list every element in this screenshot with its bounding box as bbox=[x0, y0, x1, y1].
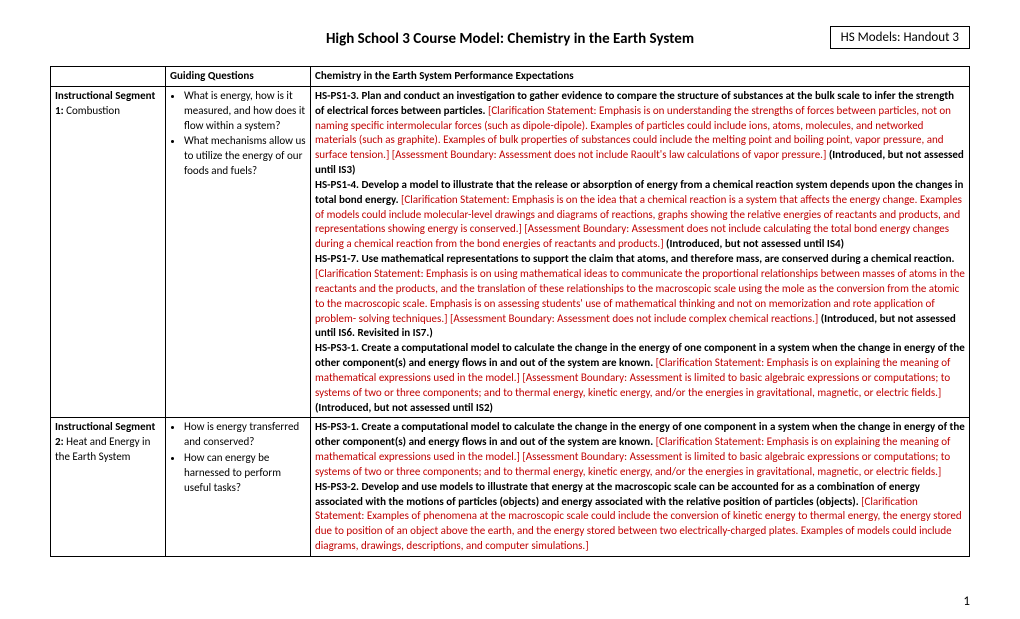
table-row: Instructional Segment 1: Combustion What… bbox=[51, 86, 970, 418]
segment-2-questions: How is energy transferred and conserved?… bbox=[166, 418, 311, 557]
handout-label: HS Models: Handout 3 bbox=[830, 26, 970, 49]
segment-2-expectations: HS-PS3-1. Create a computational model t… bbox=[311, 418, 970, 557]
segment-1-rest: Combustion bbox=[64, 104, 120, 117]
pe-note: (Introduced, but not assessed until IS4) bbox=[664, 237, 844, 250]
table-row: Instructional Segment 2: Heat and Energy… bbox=[51, 418, 970, 557]
list-item: How is energy transferred and conserved? bbox=[184, 420, 306, 450]
segment-1-questions: What is energy, how is it measured, and … bbox=[166, 86, 311, 418]
page-number: 1 bbox=[963, 594, 970, 609]
pe-text: HS-PS1-7. Use mathematical representatio… bbox=[315, 252, 954, 265]
header-col2: Guiding Questions bbox=[166, 67, 311, 87]
list-item: What mechanisms allow us to utilize the … bbox=[184, 134, 306, 179]
segment-1-expectations: HS-PS1-3. Plan and conduct an investigat… bbox=[311, 86, 970, 418]
segment-1-label: Instructional Segment 1: Combustion bbox=[51, 86, 166, 418]
header-col3: Chemistry in the Earth System Performanc… bbox=[311, 67, 970, 87]
list-item: What is energy, how is it measured, and … bbox=[184, 89, 306, 134]
list-item: How can energy be harnessed to perform u… bbox=[184, 451, 306, 496]
header-col1 bbox=[51, 67, 166, 87]
segment-2-label: Instructional Segment 2: Heat and Energy… bbox=[51, 418, 166, 557]
curriculum-table: Guiding Questions Chemistry in the Earth… bbox=[50, 66, 970, 557]
segment-2-rest: Heat and Energy in the Earth System bbox=[55, 435, 150, 463]
page-title: High School 3 Course Model: Chemistry in… bbox=[326, 30, 694, 48]
pe-note: (Introduced, but not assessed until IS2) bbox=[315, 401, 493, 414]
pe-clarification: [Clarification Statement: Emphasis is on… bbox=[315, 193, 962, 251]
pe-text: HS-PS3-2. Develop and use models to illu… bbox=[315, 480, 920, 508]
